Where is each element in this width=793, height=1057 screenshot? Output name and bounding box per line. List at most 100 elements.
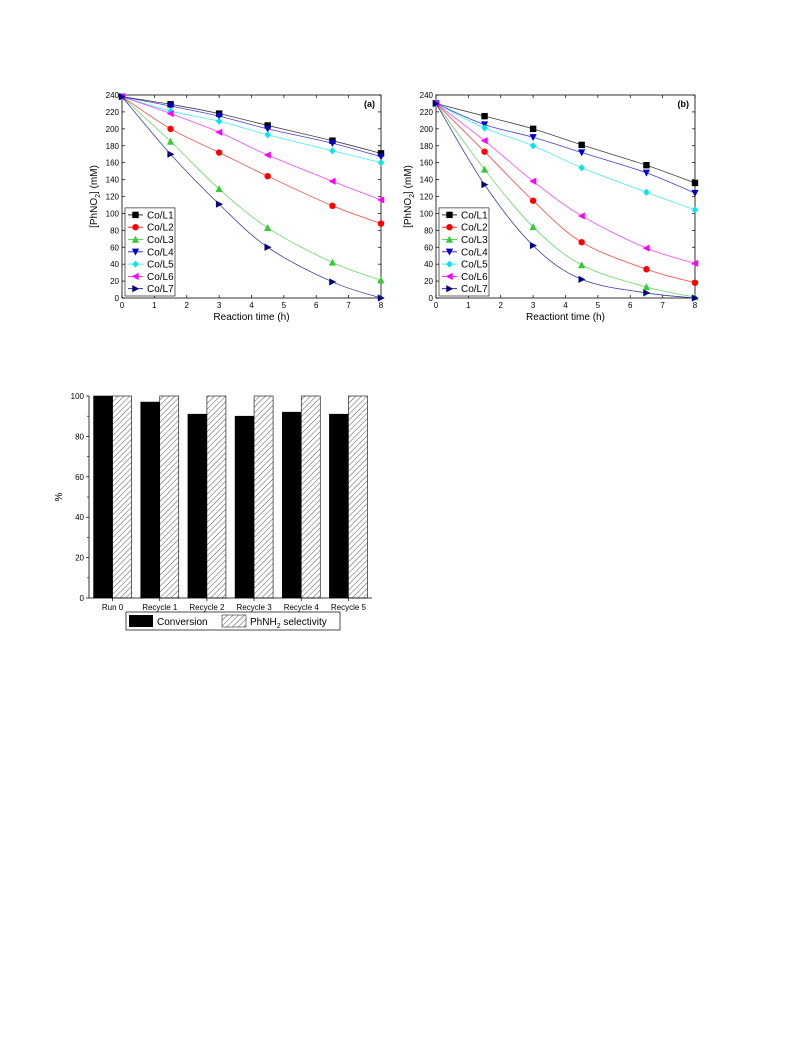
data-point — [328, 258, 337, 266]
legend-label-b: Co/L4 — [461, 247, 488, 258]
data-point — [642, 283, 651, 291]
data-point — [167, 125, 174, 133]
y-axis-title-part: [PhNO — [89, 198, 100, 228]
selectivity-bar — [159, 395, 180, 599]
data-point — [264, 173, 271, 180]
data-point — [691, 206, 699, 214]
legend-marker — [446, 224, 453, 231]
data-point — [578, 164, 585, 172]
series-line — [121, 96, 382, 158]
y-tick-label-b: 180 — [420, 142, 434, 151]
legend-label-b: Co/L2 — [461, 223, 488, 234]
legend-label-b: Co/L3 — [461, 235, 488, 246]
data-point — [481, 181, 489, 189]
legend-marker — [446, 285, 454, 293]
data-point — [377, 159, 385, 167]
data-point — [167, 150, 175, 158]
legend-label-b: Co/L7 — [461, 284, 488, 295]
x-tick-label-b: 7 — [660, 301, 665, 310]
legend-marker — [131, 272, 139, 280]
category-label: Run 0 — [102, 603, 124, 612]
legend-label-a: Co/L7 — [147, 284, 174, 295]
y-tick-label-a: 240 — [106, 91, 120, 100]
y-tick-label-a: 60 — [110, 243, 119, 252]
data-point — [578, 238, 585, 246]
data-point — [481, 112, 488, 120]
category-label: Recycle 1 — [142, 603, 178, 612]
y-tick-label-b: 160 — [420, 159, 434, 168]
legend-swatch-conversion — [129, 615, 153, 627]
y-tick-label-a: 40 — [110, 260, 119, 269]
data-point — [377, 153, 385, 161]
series-line — [121, 96, 382, 201]
data-point — [166, 137, 175, 145]
x-tick-label-b: 3 — [531, 301, 536, 310]
legend-label-a: Co/L1 — [147, 210, 174, 221]
y-tick-label-a: 100 — [106, 209, 120, 218]
legend-label-sub: 2 — [277, 623, 281, 630]
data-point — [118, 93, 126, 101]
x-tick-label-b: 0 — [434, 301, 439, 310]
y-axis-title-a: [PhNO2] (mM) — [89, 165, 102, 228]
category-label: Recycle 2 — [189, 603, 225, 612]
data-point — [377, 220, 385, 227]
x-tick-label-a: 6 — [314, 301, 319, 310]
data-point — [529, 197, 537, 204]
kinetics-chart-b: 0 1 2 3 4 5 6 7 80204060801001201401601802002202… — [403, 91, 699, 323]
y-tick-label-b: 120 — [420, 193, 434, 202]
data-point — [691, 179, 699, 187]
legend-label-a: Co/L4 — [147, 247, 174, 258]
y-tick-label: 20 — [75, 554, 84, 563]
data-point — [167, 107, 174, 115]
kinetics-chart-a: 0 1 2 3 4 5 6 7 80204060801001201401601802002202… — [89, 91, 385, 323]
conversion-bar — [93, 395, 113, 599]
series-b-co-l7 — [432, 99, 699, 302]
legend-swatch-selectivity — [221, 614, 247, 628]
selectivity-bar — [300, 395, 321, 599]
y-tick-label: 40 — [75, 513, 84, 522]
y-tick-label-a: 160 — [106, 159, 120, 168]
y-tick-label: 80 — [75, 432, 84, 441]
series-b-co-l1 — [432, 100, 699, 187]
legend-marker — [445, 235, 454, 243]
legend-marker — [445, 272, 453, 280]
data-point — [377, 150, 385, 157]
series-line — [121, 96, 382, 154]
legend-marker — [446, 260, 453, 268]
conversion-bar — [140, 401, 161, 599]
y-axis-title-end: ] (mM) — [89, 165, 100, 194]
legend-label-b: Co/L6 — [461, 272, 488, 283]
data-point — [480, 137, 488, 145]
legend-label-a: Co/L5 — [147, 260, 174, 271]
x-tick-label-a: 8 — [379, 301, 384, 310]
selectivity-bar — [348, 395, 368, 599]
data-point — [328, 140, 337, 148]
series-line — [121, 96, 382, 164]
data-point — [263, 151, 271, 159]
data-point — [577, 212, 585, 220]
x-tick-label-b: 8 — [693, 301, 698, 310]
x-axis-title-b: Reactiont time (h) — [526, 312, 605, 323]
legend-marker — [131, 248, 140, 256]
series-line — [435, 103, 696, 211]
y-tick-label-a: 120 — [106, 193, 120, 202]
y-axis-title-part: [PhNO — [403, 198, 414, 228]
legend-label-part: PhNH — [250, 617, 277, 628]
data-point — [432, 99, 440, 108]
category-label: Recycle 4 — [284, 603, 320, 612]
legend-marker — [132, 211, 139, 219]
conversion-bar — [329, 413, 349, 599]
data-point — [642, 169, 651, 177]
category-label: Recycle 3 — [237, 603, 273, 612]
legend-label-a: Co/L2 — [147, 223, 174, 234]
y-axis-title-end: ] (mM) — [403, 165, 414, 194]
y-tick-label-a: 20 — [110, 277, 119, 286]
legend-marker — [132, 224, 139, 231]
data-point — [481, 124, 488, 132]
data-point — [578, 149, 586, 157]
data-point — [481, 148, 488, 155]
data-point — [166, 110, 174, 118]
y-tick-label-a: 200 — [106, 125, 120, 134]
conversion-bar — [234, 415, 255, 599]
data-point — [264, 122, 271, 129]
